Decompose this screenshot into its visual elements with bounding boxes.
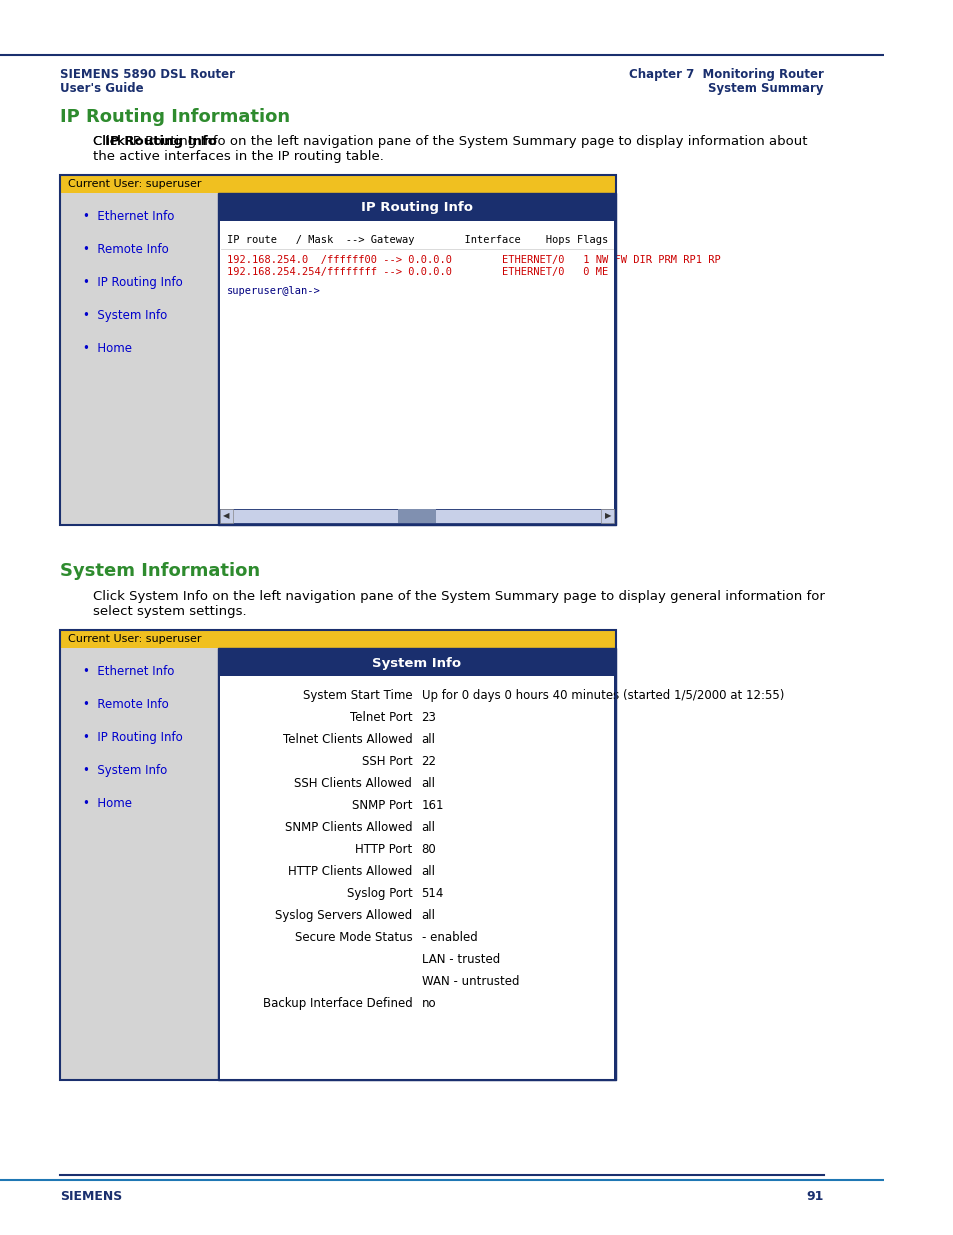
Text: LAN - trusted: LAN - trusted	[421, 953, 499, 966]
Text: Current User: superuser: Current User: superuser	[68, 634, 201, 643]
Text: System Summary: System Summary	[707, 82, 822, 95]
Bar	[60, 193, 217, 525]
Text: Click IP Routing Info on the left navigation pane of the System Summary page to : Click IP Routing Info on the left naviga…	[92, 135, 806, 163]
Text: Click: Click	[92, 135, 129, 148]
Bar	[60, 175, 616, 525]
Text: •  Home: • Home	[83, 797, 132, 810]
Text: IP Routing Info: IP Routing Info	[105, 135, 216, 148]
Text: Chapter 7  Monitoring Router: Chapter 7 Monitoring Router	[628, 68, 822, 82]
Text: superuser@lan->: superuser@lan->	[227, 287, 320, 296]
Text: 22: 22	[421, 755, 436, 768]
Text: no: no	[421, 997, 436, 1010]
Text: Telnet Clients Allowed: Telnet Clients Allowed	[282, 734, 412, 746]
Bar	[60, 175, 616, 193]
Bar	[60, 630, 616, 648]
Text: Secure Mode Status: Secure Mode Status	[294, 931, 412, 944]
Text: Current User: superuser: Current User: superuser	[68, 179, 201, 189]
Text: •  IP Routing Info: • IP Routing Info	[83, 275, 183, 289]
Text: System Info: System Info	[372, 657, 461, 669]
Text: Up for 0 days 0 hours 40 minutes (started 1/5/2000 at 12:55): Up for 0 days 0 hours 40 minutes (starte…	[421, 689, 783, 701]
Bar	[60, 630, 616, 1079]
Text: •  Ethernet Info: • Ethernet Info	[83, 210, 174, 224]
Text: 23: 23	[421, 711, 436, 724]
Text: all: all	[421, 734, 436, 746]
Text: System Information: System Information	[60, 562, 260, 580]
Text: IP Routing Information: IP Routing Information	[60, 107, 290, 126]
Text: Syslog Port: Syslog Port	[346, 887, 412, 900]
Text: Click System Info on the left navigation pane of the System Summary page to disp: Click System Info on the left navigation…	[92, 590, 823, 618]
Text: - enabled: - enabled	[421, 931, 476, 944]
Text: all: all	[421, 864, 436, 878]
Bar	[219, 676, 614, 1079]
Text: System Start Time: System Start Time	[302, 689, 412, 701]
Text: Telnet Port: Telnet Port	[350, 711, 412, 724]
Text: IP route   / Mask  --> Gateway        Interface    Hops Flags: IP route / Mask --> Gateway Interface Ho…	[227, 235, 608, 245]
Text: Backup Interface Defined: Backup Interface Defined	[262, 997, 412, 1010]
Text: IP Routing Info: IP Routing Info	[360, 201, 473, 215]
Text: •  Ethernet Info: • Ethernet Info	[83, 664, 174, 678]
Text: all: all	[421, 821, 436, 834]
Text: 91: 91	[805, 1191, 822, 1203]
Text: •  Home: • Home	[83, 342, 132, 354]
Text: •  Remote Info: • Remote Info	[83, 243, 169, 256]
Text: all: all	[421, 909, 436, 923]
Text: SIEMENS: SIEMENS	[60, 1191, 122, 1203]
Bar	[60, 648, 217, 1079]
Text: HTTP Port: HTTP Port	[355, 844, 412, 856]
Bar	[219, 221, 614, 509]
Bar	[217, 648, 616, 1079]
Bar	[217, 193, 616, 525]
Text: •  Remote Info: • Remote Info	[83, 698, 169, 711]
Text: ▶: ▶	[604, 511, 611, 520]
Text: HTTP Clients Allowed: HTTP Clients Allowed	[288, 864, 412, 878]
Text: 192.168.254.254/ffffffff --> 0.0.0.0        ETHERNET/0   0 ME: 192.168.254.254/ffffffff --> 0.0.0.0 ETH…	[227, 267, 608, 277]
Text: 161: 161	[421, 799, 444, 811]
Text: SNMP Port: SNMP Port	[352, 799, 412, 811]
Text: SIEMENS 5890 DSL Router: SIEMENS 5890 DSL Router	[60, 68, 235, 82]
Text: SNMP Clients Allowed: SNMP Clients Allowed	[284, 821, 412, 834]
Text: Syslog Servers Allowed: Syslog Servers Allowed	[274, 909, 412, 923]
Text: all: all	[421, 777, 436, 790]
Bar	[398, 509, 436, 522]
Text: SSH Clients Allowed: SSH Clients Allowed	[294, 777, 412, 790]
Bar	[600, 509, 614, 522]
Text: SSH Port: SSH Port	[361, 755, 412, 768]
Text: 192.168.254.0  /ffffff00 --> 0.0.0.0        ETHERNET/0   1 NW FW DIR PRM RP1 RP: 192.168.254.0 /ffffff00 --> 0.0.0.0 ETHE…	[227, 254, 720, 266]
Text: 80: 80	[421, 844, 436, 856]
Text: 514: 514	[421, 887, 443, 900]
Bar	[219, 509, 233, 522]
Text: User's Guide: User's Guide	[60, 82, 144, 95]
Text: ◀: ◀	[223, 511, 229, 520]
Text: •  System Info: • System Info	[83, 764, 168, 777]
Text: WAN - untrusted: WAN - untrusted	[421, 974, 518, 988]
Text: •  IP Routing Info: • IP Routing Info	[83, 731, 183, 743]
Text: •  System Info: • System Info	[83, 309, 168, 322]
Bar	[219, 509, 614, 522]
